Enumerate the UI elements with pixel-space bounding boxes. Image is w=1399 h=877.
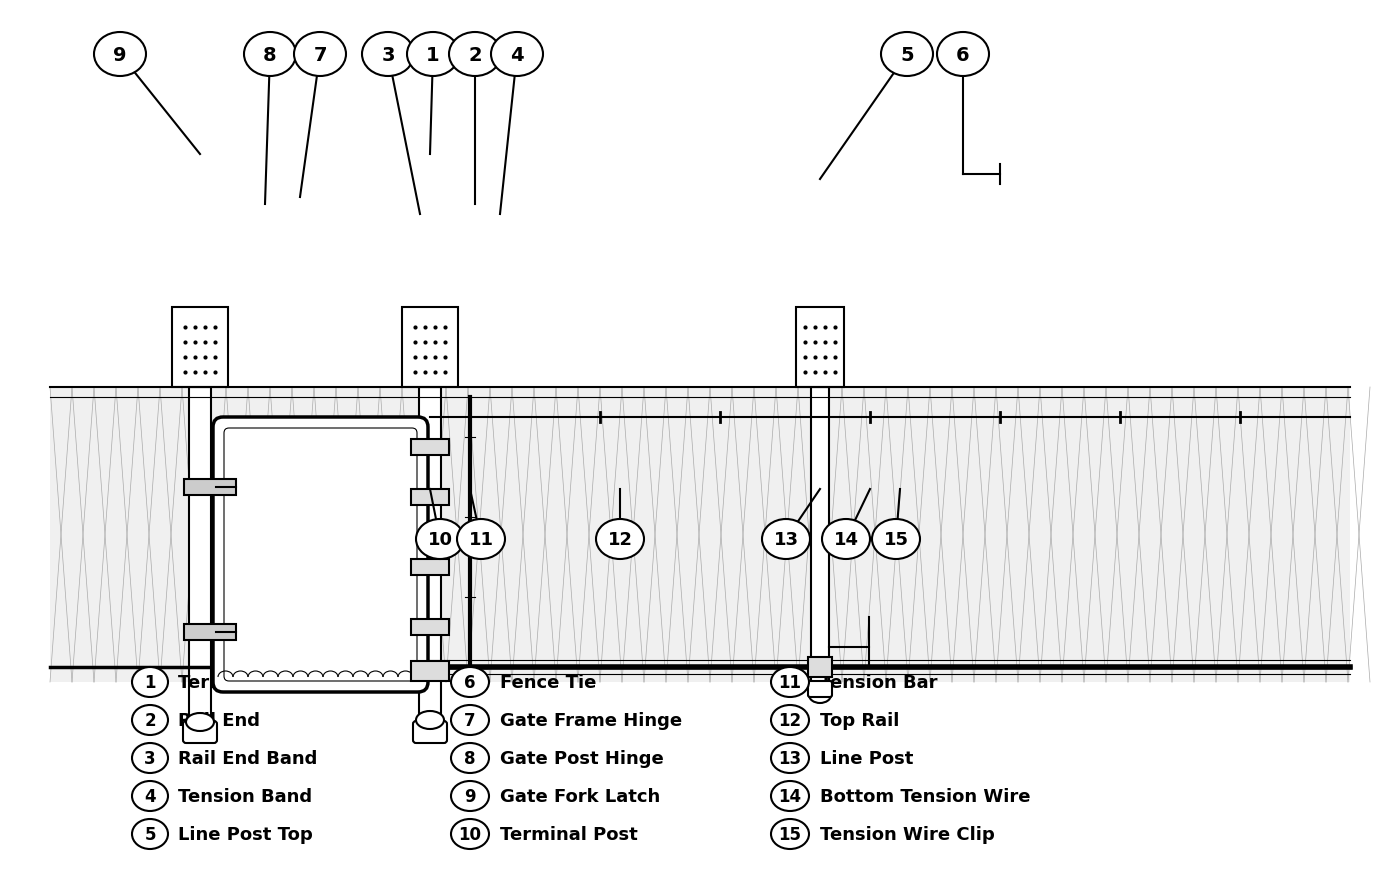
Text: Rail End: Rail End — [178, 711, 260, 729]
Text: Gate Post Hinge: Gate Post Hinge — [499, 749, 663, 767]
Bar — [418, 388, 441, 727]
Text: 13: 13 — [778, 749, 802, 767]
Text: 4: 4 — [144, 787, 155, 805]
Text: Gate Frame Hinge: Gate Frame Hinge — [499, 711, 683, 729]
Text: 1: 1 — [427, 46, 439, 64]
FancyBboxPatch shape — [213, 417, 428, 692]
Text: 13: 13 — [774, 531, 799, 548]
Text: 3: 3 — [382, 46, 395, 64]
Ellipse shape — [771, 743, 809, 774]
Text: 15: 15 — [884, 531, 908, 548]
Text: 3: 3 — [144, 749, 155, 767]
Ellipse shape — [771, 667, 809, 697]
Text: 8: 8 — [464, 749, 476, 767]
Bar — [189, 388, 211, 722]
Ellipse shape — [457, 519, 505, 560]
Ellipse shape — [771, 819, 809, 849]
FancyBboxPatch shape — [183, 721, 217, 743]
Text: 10: 10 — [428, 531, 452, 548]
Text: Tension Bar: Tension Bar — [820, 674, 937, 691]
Ellipse shape — [449, 33, 501, 77]
Text: Line Post: Line Post — [820, 749, 914, 767]
Bar — [402, 308, 457, 388]
Ellipse shape — [491, 33, 543, 77]
Ellipse shape — [362, 33, 414, 77]
Ellipse shape — [294, 33, 346, 77]
Text: Line Post Top: Line Post Top — [178, 825, 313, 843]
Ellipse shape — [416, 519, 464, 560]
Bar — [411, 439, 449, 455]
Ellipse shape — [809, 688, 831, 703]
Text: Terminal Post: Terminal Post — [499, 825, 638, 843]
Text: Bottom Tension Wire: Bottom Tension Wire — [820, 787, 1031, 805]
Ellipse shape — [407, 33, 459, 77]
Text: 14: 14 — [778, 787, 802, 805]
Text: 1: 1 — [144, 674, 155, 691]
Text: 7: 7 — [313, 46, 327, 64]
Text: 2: 2 — [144, 711, 155, 729]
Ellipse shape — [450, 667, 490, 697]
Ellipse shape — [771, 705, 809, 735]
Ellipse shape — [132, 781, 168, 811]
Ellipse shape — [450, 705, 490, 735]
Bar — [411, 560, 449, 575]
Ellipse shape — [881, 33, 933, 77]
Text: 4: 4 — [511, 46, 523, 64]
Text: 6: 6 — [956, 46, 970, 64]
Bar — [411, 489, 449, 505]
Ellipse shape — [771, 781, 809, 811]
Bar — [411, 619, 449, 635]
Text: 2: 2 — [469, 46, 481, 64]
Ellipse shape — [416, 711, 443, 729]
Text: Top Rail: Top Rail — [820, 711, 900, 729]
Text: Tension Wire Clip: Tension Wire Clip — [820, 825, 995, 843]
Text: Gate Fork Latch: Gate Fork Latch — [499, 787, 660, 805]
Text: 5: 5 — [900, 46, 914, 64]
Text: 15: 15 — [778, 825, 802, 843]
Ellipse shape — [450, 781, 490, 811]
Text: 10: 10 — [459, 825, 481, 843]
Text: 6: 6 — [464, 674, 476, 691]
FancyBboxPatch shape — [809, 681, 832, 697]
Text: Terminal Post Cap: Terminal Post Cap — [178, 674, 360, 691]
Ellipse shape — [132, 819, 168, 849]
Ellipse shape — [937, 33, 989, 77]
Bar — [411, 661, 449, 681]
Text: 5: 5 — [144, 825, 155, 843]
Text: 12: 12 — [778, 711, 802, 729]
Text: 11: 11 — [778, 674, 802, 691]
Ellipse shape — [450, 743, 490, 774]
Ellipse shape — [186, 713, 214, 731]
Ellipse shape — [94, 33, 145, 77]
Bar — [796, 308, 844, 388]
Text: 9: 9 — [113, 46, 127, 64]
Ellipse shape — [132, 705, 168, 735]
Ellipse shape — [823, 519, 870, 560]
Ellipse shape — [596, 519, 644, 560]
Text: 12: 12 — [607, 531, 632, 548]
Bar — [185, 480, 236, 496]
Ellipse shape — [132, 667, 168, 697]
Bar — [185, 624, 236, 640]
Bar — [809, 657, 832, 677]
Text: Fence Tie: Fence Tie — [499, 674, 596, 691]
Ellipse shape — [132, 743, 168, 774]
Text: Rail End Band: Rail End Band — [178, 749, 318, 767]
Bar — [811, 388, 830, 683]
FancyBboxPatch shape — [413, 721, 448, 743]
Bar — [172, 308, 228, 388]
Text: Tension Band: Tension Band — [178, 787, 312, 805]
Ellipse shape — [762, 519, 810, 560]
Text: 14: 14 — [834, 531, 859, 548]
Bar — [50, 388, 1350, 682]
Text: 8: 8 — [263, 46, 277, 64]
Ellipse shape — [450, 819, 490, 849]
Ellipse shape — [243, 33, 297, 77]
Text: 11: 11 — [469, 531, 494, 548]
Text: 9: 9 — [464, 787, 476, 805]
Text: 7: 7 — [464, 711, 476, 729]
Ellipse shape — [872, 519, 921, 560]
